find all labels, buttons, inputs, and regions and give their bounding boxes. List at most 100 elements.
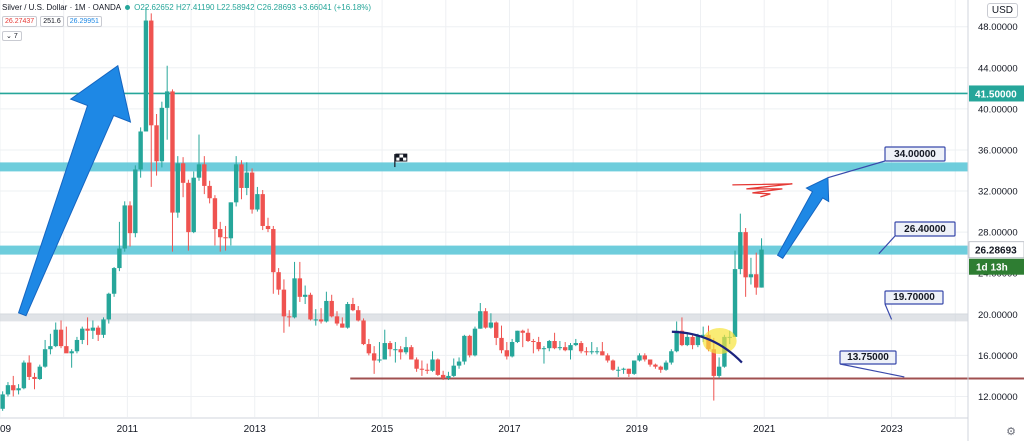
- candle-body: [504, 350, 510, 357]
- candle-body: [626, 368, 632, 374]
- symbol-title[interactable]: Silver / U.S. Dollar · 1M · OANDA: [2, 3, 122, 12]
- candle-body: [202, 164, 207, 186]
- candle-body: [653, 364, 658, 367]
- candle-body: [212, 198, 218, 230]
- candle-body: [647, 359, 653, 365]
- candle-body: [281, 289, 287, 317]
- indicator-value-1[interactable]: 26.27437: [2, 16, 38, 27]
- candle-body: [260, 194, 265, 226]
- candle-body: [297, 278, 303, 297]
- candle-body: [255, 194, 260, 210]
- callout-13-75: 13.75000: [839, 350, 905, 378]
- level-band: [0, 245, 968, 255]
- candle-body: [488, 322, 494, 328]
- candle-body: [345, 304, 350, 328]
- y-tick-label: 16.00000: [978, 351, 1018, 362]
- flag-checker: [399, 157, 404, 162]
- y-tick-label: 48.00000: [978, 22, 1018, 33]
- candle-body: [499, 337, 504, 351]
- candle-body: [552, 340, 557, 349]
- y-tick-label: 36.00000: [978, 145, 1018, 156]
- candle-body: [456, 361, 462, 366]
- indicator-value-2[interactable]: 251.6: [40, 16, 64, 27]
- candle-body: [11, 385, 16, 391]
- level-band: [0, 162, 968, 172]
- candle-body: [759, 249, 764, 288]
- candle-body: [196, 164, 202, 178]
- candle-body: [329, 300, 334, 317]
- candle-body: [159, 107, 165, 162]
- candle-body: [191, 177, 196, 233]
- red-scribble-annotation: [732, 183, 793, 198]
- callout-text: 34.00000: [894, 149, 936, 160]
- candle-body: [594, 351, 600, 353]
- candle-body: [732, 269, 738, 337]
- candle-body: [743, 232, 748, 278]
- candle-body: [738, 232, 743, 270]
- candle-body: [292, 278, 297, 318]
- candle-body: [26, 362, 32, 377]
- callout-leader: [827, 160, 886, 179]
- candle-body: [127, 205, 133, 234]
- candle-body: [462, 335, 467, 362]
- status-dot-icon: [125, 5, 131, 10]
- candle-body: [175, 163, 180, 213]
- candle-body: [414, 359, 419, 369]
- indicator-count-button[interactable]: ⌄ 7: [2, 31, 22, 41]
- callout-34-00: 34.00000: [827, 146, 946, 179]
- candle-body: [631, 360, 637, 374]
- callout-box: [884, 290, 944, 305]
- candle-body: [366, 344, 372, 354]
- last-price-text: 26.28693: [975, 246, 1017, 257]
- callout-leader: [878, 235, 896, 255]
- candle-body: [690, 336, 695, 346]
- candle-body: [350, 304, 356, 311]
- callout-26-40: 26.40000: [878, 221, 956, 255]
- candle-body: [557, 347, 563, 349]
- candle-body: [5, 385, 11, 395]
- candle-body: [361, 320, 366, 345]
- x-tick-label: 2009: [0, 424, 12, 435]
- candle-body: [398, 349, 403, 353]
- indicator-value-3[interactable]: 26.29951: [66, 16, 102, 27]
- x-tick-label: 2023: [880, 424, 903, 435]
- x-tick-label: 2021: [753, 424, 776, 435]
- candle-body: [149, 20, 154, 126]
- candle-body: [393, 349, 398, 351]
- candle-body: [64, 346, 69, 354]
- gear-icon[interactable]: ⚙: [1006, 426, 1016, 438]
- y-tick-label: 28.00000: [978, 228, 1018, 239]
- flag-checker: [403, 154, 407, 158]
- ohlc-values: O22.62652 H27.41190 L22.58942 C26.28693 …: [134, 3, 372, 12]
- candle-body: [642, 355, 648, 360]
- candle-body: [754, 274, 759, 288]
- candle-body: [249, 172, 255, 210]
- y-tick-label: 44.00000: [978, 63, 1018, 74]
- currency-button[interactable]: USD: [986, 3, 1018, 18]
- candle-body: [658, 366, 663, 370]
- symbol-legend[interactable]: Silver / U.S. Dollar · 1M · OANDA O22.62…: [2, 3, 371, 12]
- candle-body: [313, 319, 318, 321]
- candle-body: [207, 185, 212, 199]
- candle-body: [16, 388, 21, 391]
- candle-body: [748, 274, 754, 278]
- candle-body: [117, 248, 122, 269]
- candle-body: [106, 293, 111, 320]
- candle-body: [711, 349, 716, 376]
- candle-body: [37, 366, 43, 379]
- candle-body: [80, 328, 85, 340]
- candle-body: [377, 359, 382, 361]
- candle-body: [467, 335, 472, 356]
- callout-box: [894, 221, 956, 237]
- trend-curve-line: [671, 330, 743, 364]
- candle-body: [101, 319, 106, 335]
- candle-body: [48, 346, 53, 350]
- candle-body: [122, 205, 127, 249]
- candle-body: [425, 369, 430, 371]
- candle-body: [600, 351, 605, 356]
- x-tick-label: 2019: [626, 424, 649, 435]
- candle-body: [610, 360, 616, 370]
- callout-text: 19.70000: [893, 292, 935, 303]
